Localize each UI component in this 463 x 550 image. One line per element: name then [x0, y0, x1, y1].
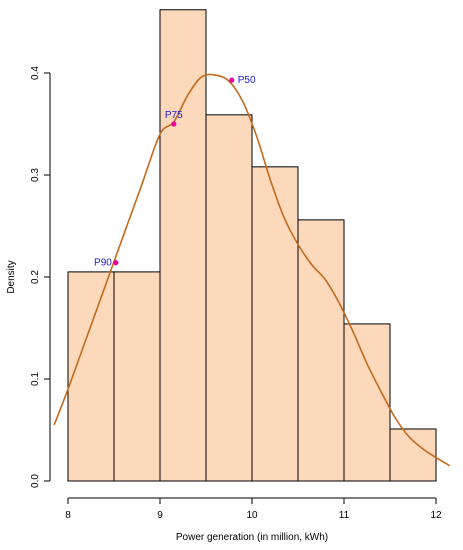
histogram-bar-5	[251, 166, 299, 482]
density-curve-layer	[53, 73, 451, 467]
histogram-bar-2	[113, 271, 161, 482]
y-tick-label-3: 0.3	[30, 168, 41, 182]
histogram-bar-6	[297, 219, 345, 482]
x-tick-label-8: 8	[65, 510, 71, 521]
p50-label: P50	[238, 75, 256, 86]
x-axis-title: Power generation (in million, kWh)	[176, 532, 328, 543]
density-curve	[53, 73, 451, 467]
y-tick-label-2: 0.2	[30, 270, 41, 284]
histogram-bar-4	[205, 114, 253, 482]
histogram-bar-3	[159, 9, 207, 482]
y-axis: 0.0 0.1 0.2 0.3 0.4	[30, 66, 51, 488]
p75-label: P75	[165, 110, 183, 121]
y-tick-label-1: 0.1	[30, 372, 41, 386]
x-axis: 8 9 10 11 12	[65, 497, 442, 521]
p90-point	[113, 260, 119, 266]
histogram-bar-8	[389, 428, 437, 482]
x-tick-label-11: 11	[339, 510, 350, 521]
x-tick-label-9: 9	[157, 510, 163, 521]
p75-point	[171, 121, 177, 127]
x-tick-label-10: 10	[246, 510, 258, 521]
x-tick-label-12: 12	[430, 510, 442, 521]
y-tick-label-4: 0.4	[30, 66, 41, 80]
histogram-bar-1	[67, 271, 115, 482]
y-axis-title: Density	[6, 260, 17, 293]
histogram-bar-7	[343, 323, 391, 482]
y-tick-label-0: 0.0	[30, 474, 41, 488]
percentile-points: P90 P75 P50	[94, 75, 256, 269]
p50-point	[229, 77, 235, 83]
p90-label: P90	[94, 258, 112, 269]
histogram-bars	[67, 9, 437, 482]
